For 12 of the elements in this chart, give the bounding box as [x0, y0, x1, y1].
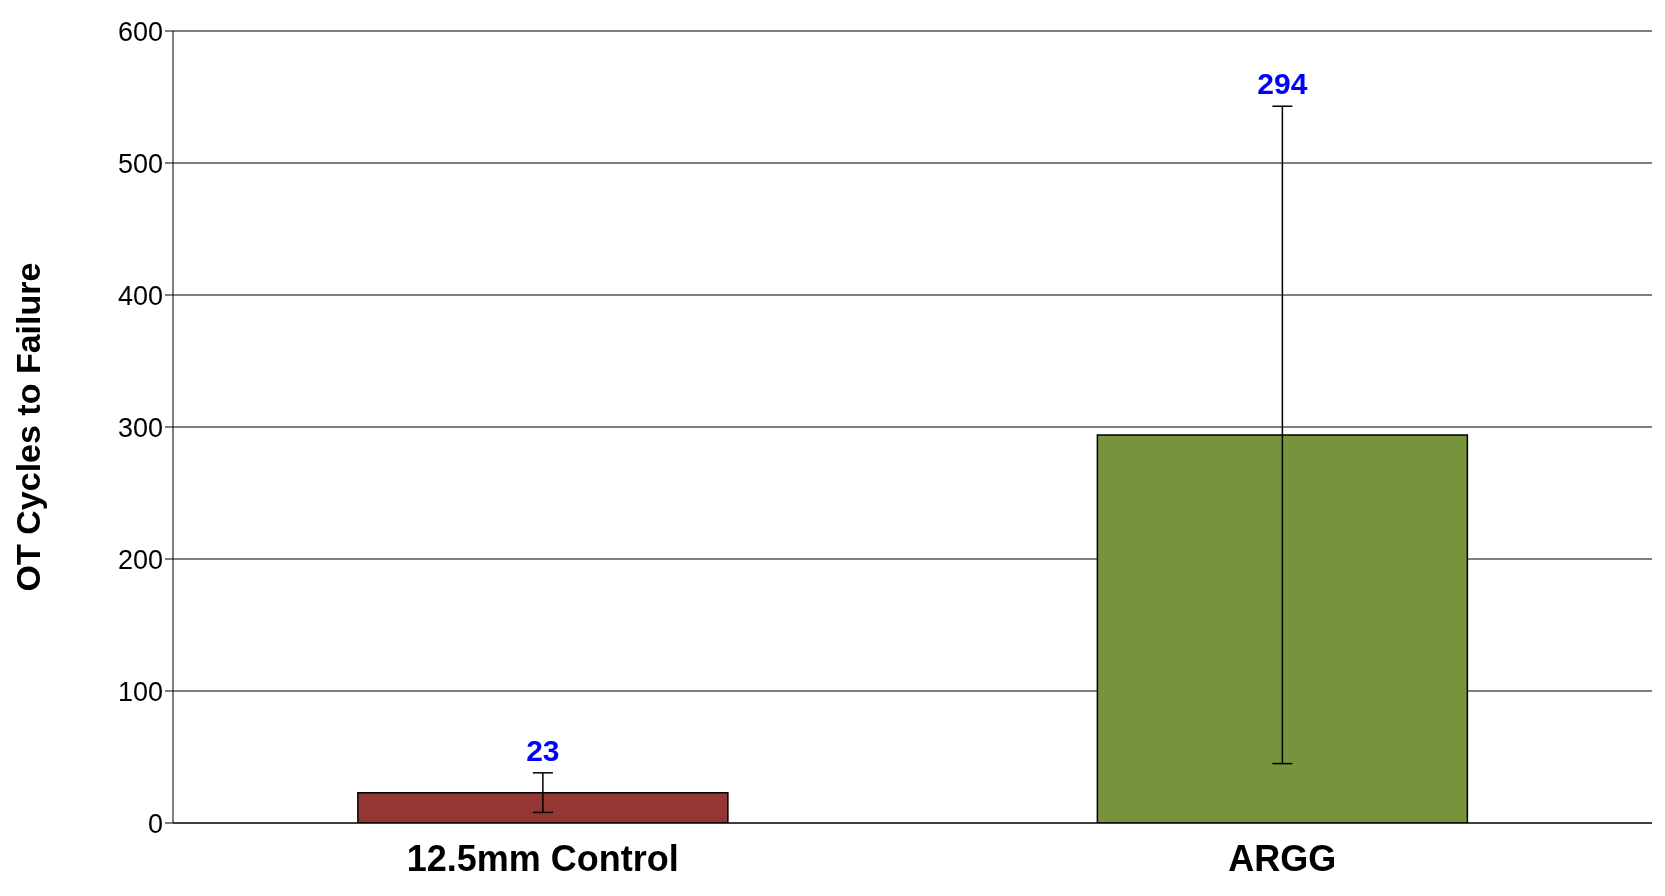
y-axis-title: OT Cycles to Failure [9, 262, 48, 592]
y-tick-label: 100 [117, 676, 163, 707]
x-tick-label: ARGG [1228, 837, 1337, 879]
x-tick-label: 12.5mm Control [406, 837, 679, 879]
annotation: 294 [1257, 67, 1308, 101]
y-tick-label: 300 [117, 412, 163, 443]
y-tick-label: 500 [117, 148, 163, 179]
y-tick-label: 200 [117, 544, 163, 575]
y-tick-label: 0 [147, 808, 163, 839]
y-tick-label: 600 [117, 16, 163, 47]
annotation: 23 [526, 733, 560, 767]
y-tick-label: 400 [117, 280, 163, 311]
